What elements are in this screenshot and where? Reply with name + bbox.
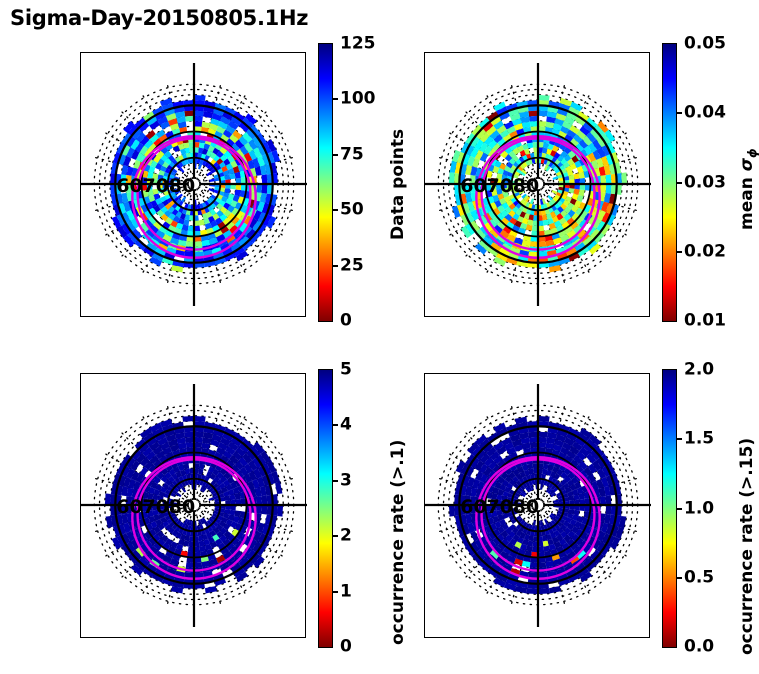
svg-text:70: 70 (143, 496, 169, 518)
svg-text:70: 70 (487, 496, 513, 518)
colorbar-tick-label: 75 (340, 144, 364, 165)
colorbar-tick-label: 1 (340, 581, 352, 602)
colorbar-label-occurrence-rate-015: occurrence rate (>.15) (737, 437, 757, 655)
colorbar-tick-label: 1.5 (684, 428, 715, 449)
colorbar-label-mean-sigma-phi: mean σϕ (737, 148, 759, 230)
colorbar-tick-label: 1.0 (684, 498, 715, 518)
radial-tick-labels: 60 70 80 (116, 175, 195, 197)
svg-text:80: 80 (169, 175, 195, 197)
svg-text:80: 80 (513, 496, 539, 518)
colorbar-tick (332, 590, 338, 593)
colorbar-tick-label: 3 (340, 470, 352, 491)
colorbar-gradient (319, 44, 332, 321)
colorbar-tick-label: 25 (340, 255, 364, 276)
colorbar-tick (332, 98, 338, 101)
colorbar-tick (332, 479, 338, 482)
polar-map-graphic: 60 70 80 (425, 384, 651, 627)
svg-text:70: 70 (143, 175, 169, 197)
polar-plot-mean-sigma-phi[interactable]: 60 70 80 (424, 52, 651, 317)
colorbar-tick-label: 0.01 (684, 310, 726, 331)
colorbar-tick (676, 112, 682, 115)
colorbar-tick-label: 2.0 (684, 359, 715, 380)
svg-text:60: 60 (460, 496, 486, 518)
colorbar-occurrence-rate-015[interactable]: 0.0 0.5 1.0 1.5 2.0 (662, 361, 714, 655)
colorbar-label-occurrence-rate-01: occurrence rate (>.1) (388, 439, 408, 645)
svg-text:60: 60 (116, 175, 142, 197)
colorbar-tick-label: 0.02 (684, 241, 726, 262)
colorbar-tick (332, 535, 338, 538)
polar-plot-occurrence-rate-015[interactable]: 60 70 80 (424, 373, 651, 638)
colorbar-tick-label: 0.03 (684, 172, 726, 192)
svg-text:60: 60 (460, 175, 486, 197)
colorbar-gradient (663, 44, 676, 321)
radial-tick-labels: 60 70 80 (116, 496, 195, 518)
radial-tick-labels: 60 70 80 (460, 496, 539, 518)
phi-subscript: ϕ (745, 148, 759, 158)
colorbar-tick (676, 250, 682, 253)
colorbar-tick (332, 153, 338, 156)
colorbar-label-data-points: Data points (388, 128, 408, 240)
cb2-prefix: mean (737, 171, 757, 230)
colorbar-tick-label: 0 (340, 310, 352, 331)
colorbar-gradient (319, 370, 332, 647)
page-title: Sigma-Day-20150805.1Hz (10, 6, 309, 30)
colorbar-tick (676, 181, 682, 184)
colorbar-tick (676, 438, 682, 441)
colorbar-tick-label: 0 (340, 636, 352, 657)
svg-text:70: 70 (487, 175, 513, 197)
colorbar-tick-label: 50 (340, 199, 364, 220)
svg-text:80: 80 (513, 175, 539, 197)
colorbar-tick-label: 0.04 (684, 102, 726, 123)
svg-text:60: 60 (116, 496, 142, 518)
colorbar-tick (332, 209, 338, 212)
colorbar-tick-label: 4 (340, 414, 352, 435)
radial-tick-labels: 60 70 80 (460, 175, 539, 197)
colorbar-tick-label: 5 (340, 359, 352, 380)
colorbar-occurrence-rate-01[interactable]: 0 1 2 3 4 5 (318, 361, 352, 655)
colorbar-tick-label: 0.05 (684, 33, 726, 54)
colorbar-tick (332, 424, 338, 427)
colorbar-tick-label: 100 (340, 88, 376, 109)
colorbar-tick-label: 0.0 (684, 636, 715, 657)
colorbar-tick (676, 576, 682, 579)
colorbar-data-points[interactable]: 0 25 50 75 100 125 (318, 35, 376, 329)
colorbar-tick-label: 0.5 (684, 567, 715, 588)
colorbar-gradient (663, 370, 676, 647)
colorbar-tick (676, 507, 682, 510)
svg-text:80: 80 (169, 496, 195, 518)
polar-map-graphic: 60 70 80 (425, 63, 651, 306)
colorbar-tick-label: 2 (340, 525, 352, 546)
colorbar-tick (332, 264, 338, 267)
sigma-symbol: σ (737, 158, 757, 172)
polar-plot-data-points[interactable]: 60 70 80 (80, 52, 307, 317)
colorbar-tick-label: 125 (340, 33, 376, 54)
polar-map-graphic: 60 70 80 (81, 384, 307, 627)
polar-map-graphic: 60 70 80 (81, 63, 307, 306)
colorbar-mean-sigma-phi[interactable]: 0.01 0.02 0.03 0.04 0.05 (662, 35, 726, 329)
polar-plot-occurrence-rate-01[interactable]: 60 70 80 (80, 373, 307, 638)
